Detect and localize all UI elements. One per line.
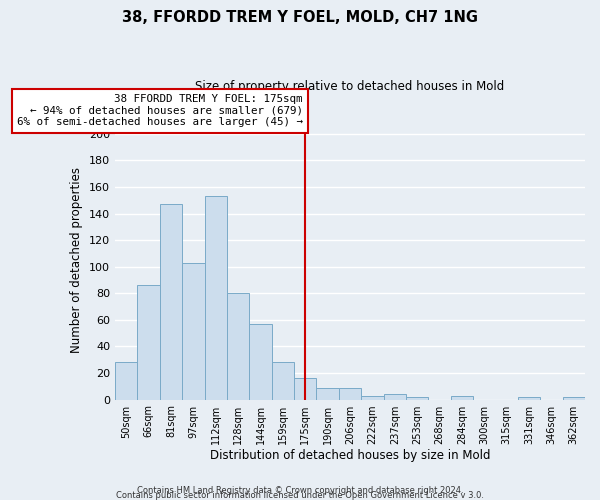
Bar xyxy=(563,397,585,400)
Title: Size of property relative to detached houses in Mold: Size of property relative to detached ho… xyxy=(196,80,505,93)
Y-axis label: Number of detached properties: Number of detached properties xyxy=(70,167,83,353)
Bar xyxy=(383,394,406,400)
Bar xyxy=(272,362,294,400)
Bar xyxy=(361,396,383,400)
Bar xyxy=(451,396,473,400)
Bar xyxy=(339,388,361,400)
Bar xyxy=(406,397,428,400)
Text: 38 FFORDD TREM Y FOEL: 175sqm
← 94% of detached houses are smaller (679)
6% of s: 38 FFORDD TREM Y FOEL: 175sqm ← 94% of d… xyxy=(17,94,303,127)
Bar xyxy=(205,196,227,400)
Text: 38, FFORDD TREM Y FOEL, MOLD, CH7 1NG: 38, FFORDD TREM Y FOEL, MOLD, CH7 1NG xyxy=(122,10,478,25)
Bar xyxy=(182,262,205,400)
Bar xyxy=(115,362,137,400)
Bar xyxy=(227,294,249,400)
X-axis label: Distribution of detached houses by size in Mold: Distribution of detached houses by size … xyxy=(210,450,490,462)
Bar xyxy=(316,388,339,400)
Bar xyxy=(137,286,160,400)
Bar xyxy=(518,397,540,400)
Bar xyxy=(294,378,316,400)
Text: Contains HM Land Registry data © Crown copyright and database right 2024.: Contains HM Land Registry data © Crown c… xyxy=(137,486,463,495)
Bar xyxy=(249,324,272,400)
Text: Contains public sector information licensed under the Open Government Licence v : Contains public sector information licen… xyxy=(116,491,484,500)
Bar xyxy=(160,204,182,400)
